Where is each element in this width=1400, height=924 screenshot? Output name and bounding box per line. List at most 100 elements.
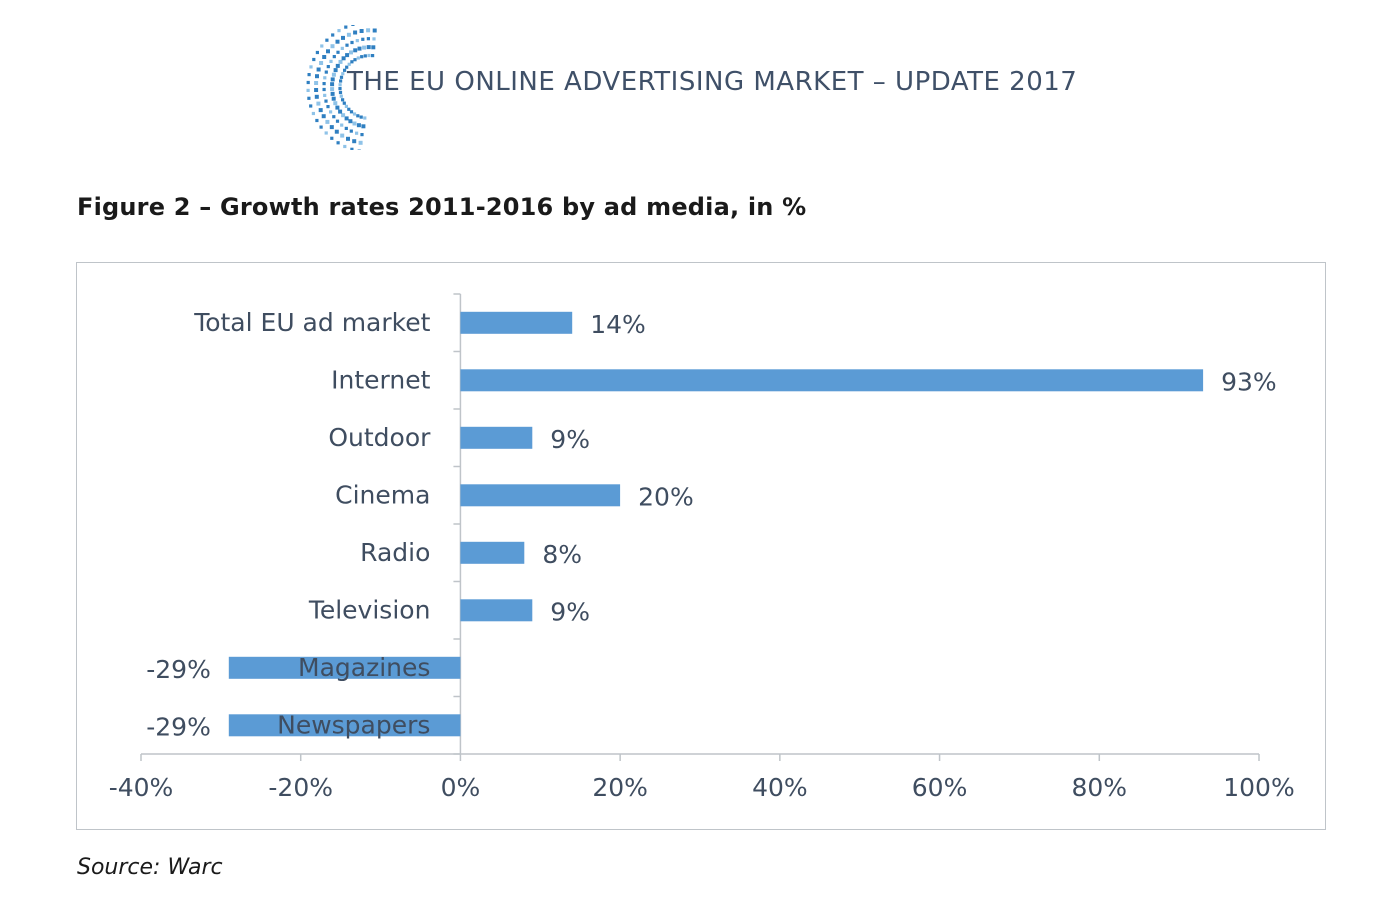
logo-tile [353,48,358,53]
logo-tile [314,88,319,92]
logo-tile [357,149,361,150]
growth-rate-bar-chart: -40% -20% 0% 20% 40% 60% 80% 100% Total EU ad ma… [109,293,1295,802]
category-label: Cinema [335,480,430,509]
bar [460,426,533,449]
logo-tile [335,63,340,68]
logo-tile [345,53,350,58]
logo-tile [360,55,364,59]
logo-tile [330,77,335,82]
logo-tile [330,91,335,96]
logo-tile [314,81,319,85]
source-note: Source: Warc [77,855,223,880]
logo-tile [335,119,340,123]
logo-tile [355,39,359,43]
logo-tile [322,87,326,92]
bar [460,311,573,334]
logo-tile [331,72,336,77]
logo-tile [344,104,348,108]
logo-tile [320,44,324,48]
logo-tile [315,118,319,123]
logo-tile [333,101,338,106]
logo-tile [352,121,357,126]
logo-tile [315,74,319,79]
category-label: Radio [360,538,430,567]
x-tick-label: 100% [1223,773,1294,802]
logo-tile [329,110,333,114]
category-label: Newspapers [277,710,430,739]
x-tick-label: -20% [268,773,333,802]
logo-tile [324,70,328,74]
category-label: Internet [331,365,430,394]
logo-tile [325,38,329,42]
logo-tile [338,109,343,114]
x-tick-label: 60% [912,773,968,802]
logo-tile [335,105,340,110]
bar [228,714,461,737]
logo-tile [318,108,323,113]
logo-tile [316,101,321,106]
logo-tile [352,112,357,116]
logo-tile [360,133,364,137]
logo-tile [344,126,348,130]
logo-tile [366,28,371,33]
logo-tile [356,114,360,118]
logo-tile [338,90,343,95]
data-label: 9% [550,425,590,454]
logo-tile [358,140,363,145]
logo-tile [326,65,330,69]
data-label: -29% [146,712,211,741]
logo-tile [349,110,354,114]
logo-tile [343,68,347,72]
logo-tile [350,60,354,64]
logo-tile [340,46,344,50]
category-label: Television [308,595,431,624]
logo-tile [339,79,343,83]
bar [228,656,461,679]
logo-tile [309,104,313,108]
logo-tile [322,82,326,86]
logo-tile [344,25,348,29]
logo-tile [323,76,327,80]
bar [460,369,1204,392]
logo-tile [330,44,335,49]
eu-swirl-logo [306,25,377,150]
logo-tile [344,116,349,121]
logo-tile [348,119,353,124]
logo-tile [338,83,342,87]
logo-tile [322,55,327,59]
logo-tile [324,99,328,103]
logo-tile [340,123,344,127]
logo-tile [356,123,361,128]
logo-tile [346,32,351,37]
logo-tile [371,45,376,50]
logo-tile [341,72,345,76]
logo-tile [330,82,335,87]
logo-tile [341,113,346,118]
logo-tile [362,45,367,50]
logo-tile [307,73,311,77]
chart-frame [76,262,1326,830]
logo-tile [367,53,371,58]
logo-tile [346,136,350,141]
logo-tile [326,105,330,109]
logo-tile [371,54,375,58]
logo-tile [366,37,370,41]
figure-title: Figure 2 – Growth rates 2011-2016 by ad … [77,193,807,221]
logo-tile [324,131,328,135]
logo-tile [345,65,349,69]
logo-tile [352,139,357,144]
x-tick-label: 20% [592,773,648,802]
logo-tile [330,87,335,92]
logo-tile [314,94,319,99]
report-header: THE EU ONLINE ADVERTISING MARKET – UPDAT… [285,25,1185,155]
logo-tile [341,35,345,40]
x-tick-label: 0% [441,773,481,802]
logo-tile [319,61,324,65]
logo-tile [319,125,323,129]
logo-tile [312,57,316,62]
logo-tile [307,96,311,100]
logo-tile [330,136,334,140]
logo-tile [347,62,351,66]
category-label: Total EU ad market [193,308,430,337]
logo-tile [331,33,335,37]
